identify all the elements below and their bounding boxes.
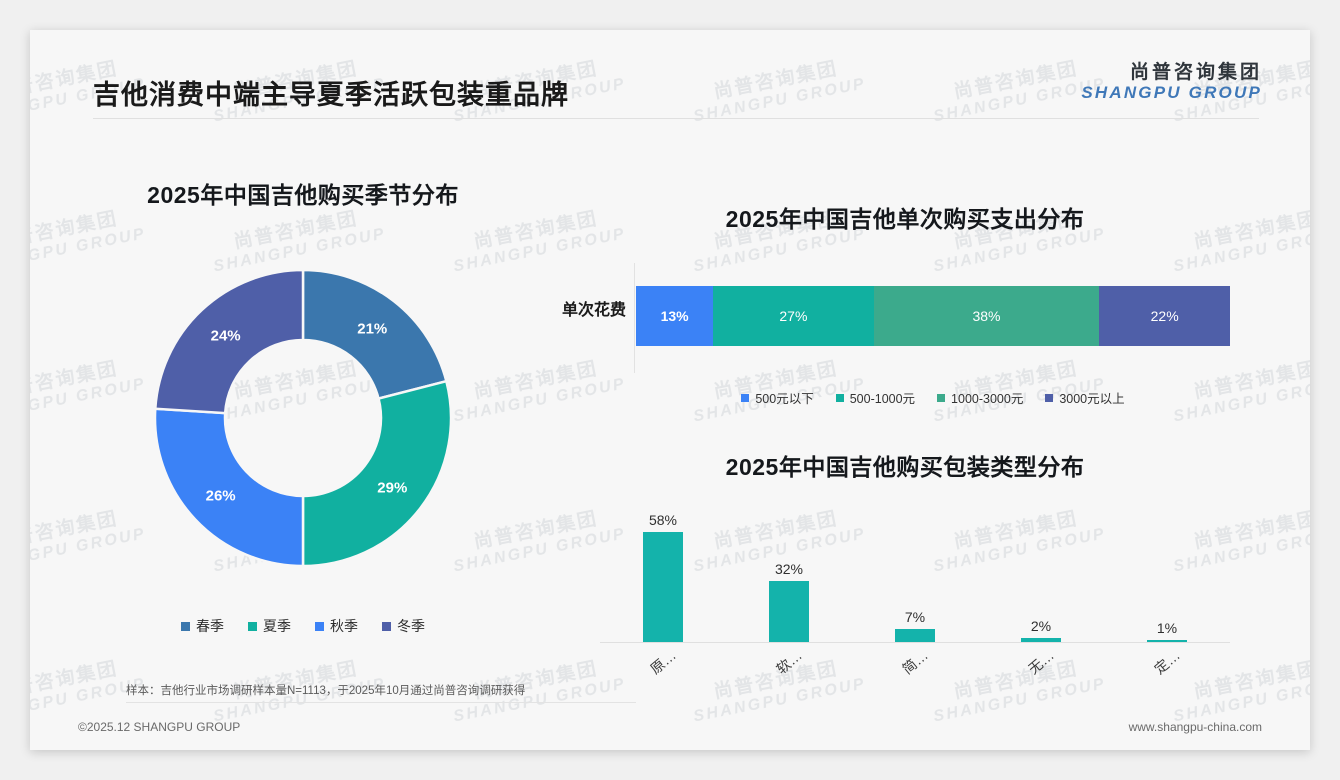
season-chart-legend: 春季 夏季 秋季 冬季 [68,616,538,636]
donut-slice-label: 29% [377,479,407,496]
column-x-label: 定… [1104,647,1230,677]
spend-category-label: 单次花费 [561,302,626,319]
website-link[interactable]: www.shangpu-china.com [1128,720,1262,734]
column-value-label: 2% [1030,618,1052,635]
sample-note: 样本：吉他行业市场调研样本量N=1113，于2025年10月通过尚普咨询调研获得 [126,685,526,697]
stacked-bar-segment[interactable]: 22% [1099,286,1230,346]
spend-distribution-panel: 2025年中国吉他单次购买支出分布 单次花费 13% 27% 38% 22% 500元… [538,138,1272,428]
slide: 尚普咨询集团 SHANGPU GROUP 尚普咨询集团 SHANGPU GROUP 尚普… [30,30,1310,750]
spend-chart-plot: 单次花费 13% 27% 38% 22% [538,263,1272,373]
season-chart-title: 2025年中国吉他购买季节分布 [147,182,459,208]
spend-chart-legend: 500元以下 500-1000元 1000-3000元 3000元以上 [636,388,1230,407]
column-x-label: 简… [852,647,978,677]
column-value-label: 1% [1156,620,1178,636]
column-item: 1% [1104,498,1230,642]
legend-label: 夏季 [263,618,291,634]
legend-label: 1000-3000元 [951,392,1024,406]
stacked-bar-segment[interactable]: 13% [636,286,714,346]
column-x-label: 无… [978,647,1104,677]
column-x-label-text: 无… [1025,646,1057,678]
spend-chart-title: 2025年中国吉他单次购买支出分布 [725,206,1085,232]
donut-slice[interactable] [301,268,448,401]
legend-swatch-icon [382,621,391,631]
legend-item[interactable]: 秋季 [315,616,358,636]
column-bar[interactable] [643,531,683,642]
logo-text-cn: 尚普咨询集团 [1129,62,1262,83]
donut-slice[interactable] [153,407,305,568]
logo-text-en: SHANGPU GROUP [1081,83,1262,103]
column-value-label: 32% [774,561,804,578]
header-divider [93,118,1259,119]
donut-slice-label: 26% [206,487,236,504]
donut-slice[interactable] [301,379,453,568]
donut-slice-label: 24% [211,328,241,345]
packaging-chart-baseline [600,642,1230,643]
packaging-chart-title: 2025年中国吉他购买包装类型分布 [725,454,1085,480]
column-x-label: 原… [600,647,726,677]
column-item: 7% [852,498,978,642]
legend-item[interactable]: 500-1000元 [835,388,916,407]
legend-swatch-icon [741,393,750,402]
legend-swatch-icon [835,393,844,402]
season-donut-chart: 21% 29% 26% 24% [153,268,453,568]
column-bar[interactable] [769,581,809,642]
legend-swatch-icon [248,621,257,631]
slide-header: 吉他消费中端主导夏季活跃包装重品牌 尚普咨询集团 SHANGPU GROUP [30,30,1310,122]
packaging-distribution-panel: 2025年中国吉他购买包装类型分布 58% 32% 7% 2% 1% 原… 软… 简… 无… 定… [538,430,1272,680]
spend-chart-axis [634,263,635,373]
column-x-label-text: 定… [1151,646,1183,678]
legend-item[interactable]: 冬季 [382,616,425,636]
legend-swatch-icon [315,621,324,631]
spend-stacked-bar: 13% 27% 38% 22% [636,286,1230,346]
legend-label: 500元以下 [755,392,814,406]
column-bar[interactable] [895,628,935,642]
legend-label: 春季 [196,618,224,634]
stacked-bar-segment[interactable]: 38% [873,286,1100,346]
brand-logo: 尚普咨询集团 SHANGPU GROUP [1081,62,1262,102]
column-x-label-text: 原… [647,646,679,678]
sample-note-divider [126,702,636,703]
legend-item[interactable]: 1000-3000元 [937,388,1023,407]
legend-label: 500-1000元 [849,392,916,406]
column-bar[interactable] [1021,638,1061,642]
stacked-bar-segment-label: 13% [660,308,689,324]
column-item: 2% [978,498,1104,642]
donut-svg: 21% 29% 26% 24% [153,268,453,568]
page-title: 吉他消费中端主导夏季活跃包装重品牌 [93,80,569,110]
donut-slice-label: 21% [357,321,387,338]
season-distribution-panel: 2025年中国吉他购买季节分布 21% 29% 26% 24% 春季 夏季 秋季 冬季 [68,138,538,668]
slide-footer: ©2025.12 SHANGPU GROUP www.shangpu-china… [30,708,1310,750]
column-x-label: 软… [726,647,852,677]
stacked-bar-segment-label: 22% [1150,308,1179,324]
column-item: 58% [600,498,726,642]
column-bar[interactable] [1147,640,1187,642]
packaging-chart-x-axis: 原… 软… 简… 无… 定… [600,647,1230,698]
legend-label: 3000元以上 [1059,392,1125,406]
column-value-label: 58% [648,511,678,528]
column-value-label: 7% [904,608,926,625]
legend-item[interactable]: 春季 [181,616,224,636]
column-x-label-text: 软… [773,646,805,678]
copyright-text: ©2025.12 SHANGPU GROUP [78,720,241,734]
stacked-bar-segment-label: 38% [972,308,1001,324]
legend-item[interactable]: 夏季 [248,616,291,636]
column-x-label-text: 简… [899,646,931,678]
stacked-bar-segment[interactable]: 27% [713,286,874,346]
legend-label: 冬季 [397,618,425,634]
packaging-chart-plot: 58% 32% 7% 2% 1% [600,498,1230,643]
legend-swatch-icon [937,393,946,402]
legend-label: 秋季 [330,618,358,634]
legend-item[interactable]: 3000元以上 [1045,388,1125,407]
column-item: 32% [726,498,852,642]
legend-swatch-icon [181,621,190,631]
legend-item[interactable]: 500元以下 [741,388,814,407]
donut-slice[interactable] [153,268,305,415]
legend-swatch-icon [1045,393,1054,402]
stacked-bar-segment-label: 27% [779,308,808,324]
